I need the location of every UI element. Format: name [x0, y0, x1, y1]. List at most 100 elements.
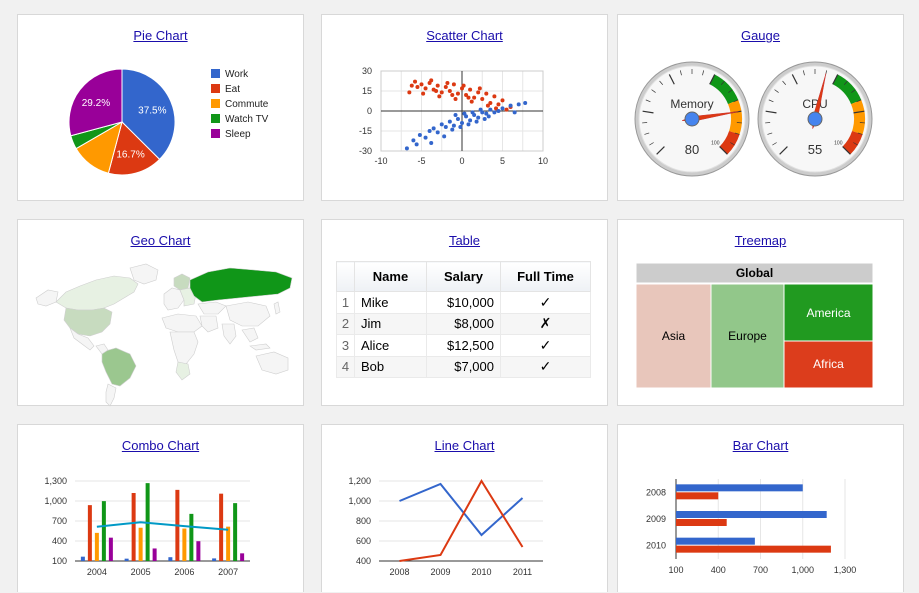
salary-cell: $7,000 [427, 356, 501, 378]
table-row[interactable]: 2 Jim $8,000 ✗ [337, 313, 591, 335]
full-time-cell: ✓ [501, 356, 591, 378]
scatter-point [444, 85, 448, 89]
scatter-point [478, 86, 482, 90]
x-tick-label: 100 [668, 565, 683, 575]
row-number: 2 [337, 313, 355, 335]
y-tick-label: 2008 [646, 487, 666, 497]
salary-column-header[interactable]: Salary [427, 262, 501, 292]
scatter-point [470, 100, 474, 104]
x-tick-label: 0 [459, 156, 464, 166]
gauge-value: 55 [808, 142, 822, 157]
legend-label: Work [225, 69, 249, 80]
scatter-point [440, 90, 444, 94]
combo-bar [240, 553, 244, 561]
table-row[interactable]: 3 Alice $12,500 ✓ [337, 335, 591, 357]
map-indonesia [250, 344, 270, 350]
map-middle-east [200, 316, 218, 332]
scatter-point [410, 84, 414, 88]
x-tick-label: 2005 [131, 567, 151, 577]
legend-swatch [211, 69, 220, 78]
combo-bar [81, 557, 85, 561]
table-row[interactable]: 4 Bob $7,000 ✓ [337, 356, 591, 378]
y-tick-label: 800 [356, 516, 371, 526]
row-number: 4 [337, 356, 355, 378]
y-tick-label: 1,300 [44, 476, 67, 486]
full-time-column-header[interactable]: Full Time [501, 262, 591, 292]
bar-2010-1 [676, 538, 755, 545]
map-china [226, 302, 270, 326]
y-tick-label: 30 [362, 66, 372, 76]
salary-table: Name Salary Full Time 1 Mike $10,000 ✓ 2… [336, 261, 591, 378]
scatter-point [517, 102, 521, 106]
pie-slice-label: 29.2% [82, 98, 110, 109]
full-time-cell: ✗ [501, 313, 591, 335]
legend-label: Watch TV [225, 114, 269, 125]
x-tick-label: 2006 [174, 567, 194, 577]
map-canada [56, 276, 138, 310]
scatter-point [513, 110, 517, 114]
full-time-cell: ✓ [501, 292, 591, 314]
map-russia [190, 268, 292, 302]
legend-label: Commute [225, 99, 269, 110]
combo-bar [153, 548, 157, 561]
x-tick-label: 1,300 [834, 565, 857, 575]
name-cell: Bob [355, 356, 427, 378]
combo-bar [233, 503, 237, 561]
legend-swatch [211, 84, 220, 93]
y-tick-label: -15 [359, 126, 372, 136]
name-cell: Mike [355, 292, 427, 314]
scatter-point [496, 102, 500, 106]
table-header-row: Name Salary Full Time [337, 262, 591, 292]
scatter-point [429, 78, 433, 82]
x-tick-label: 2008 [389, 567, 409, 577]
map-southeast-asia [242, 328, 258, 342]
scatter-point [415, 85, 419, 89]
combo-bar [102, 501, 106, 561]
scatter-point [509, 104, 513, 108]
salary-cell: $12,500 [427, 335, 501, 357]
scatter-point [484, 92, 488, 96]
y-tick-label: 1,000 [348, 496, 371, 506]
x-tick-label: 10 [538, 156, 548, 166]
treemap-europe-label: Europe [728, 329, 767, 343]
x-tick-label: 2007 [218, 567, 238, 577]
combo-bar [109, 538, 113, 561]
scatter-point [420, 82, 424, 86]
combo-bar [168, 557, 172, 561]
geo-chart-card: Geo Chart [17, 219, 304, 406]
scatter-point [466, 122, 470, 126]
scatter-point [424, 86, 428, 90]
map-australia [256, 352, 288, 374]
treemap-america-label: America [806, 306, 850, 320]
bar-2009-2 [676, 519, 727, 526]
map-south-america-south [106, 384, 116, 406]
y-tick-label: 1,000 [44, 496, 67, 506]
scatter-point [450, 93, 454, 97]
scatter-point [448, 89, 452, 93]
scatter-point [452, 124, 456, 128]
scatter-point [501, 98, 505, 102]
x-tick-label: 2009 [430, 567, 450, 577]
table-title-link[interactable]: Table [322, 233, 607, 248]
scatter-point [483, 117, 487, 121]
combo-bar [95, 533, 99, 561]
table-row[interactable]: 1 Mike $10,000 ✓ [337, 292, 591, 314]
scatter-point [456, 92, 460, 96]
scatter-point [472, 96, 476, 100]
line-series-1 [400, 484, 523, 535]
scatter-point [444, 125, 448, 129]
treemap-root-label: Global [736, 266, 773, 280]
scatter-point [492, 94, 496, 98]
treemap-asia-label: Asia [662, 329, 686, 343]
scatter-point [432, 126, 436, 130]
combo-bar [132, 493, 136, 561]
name-column-header[interactable]: Name [355, 262, 427, 292]
treemap-africa-label: Africa [813, 357, 844, 371]
scatter-point [476, 90, 480, 94]
x-tick-label: 2010 [471, 567, 491, 577]
y-tick-label: 15 [362, 86, 372, 96]
scatter-point [468, 118, 472, 122]
